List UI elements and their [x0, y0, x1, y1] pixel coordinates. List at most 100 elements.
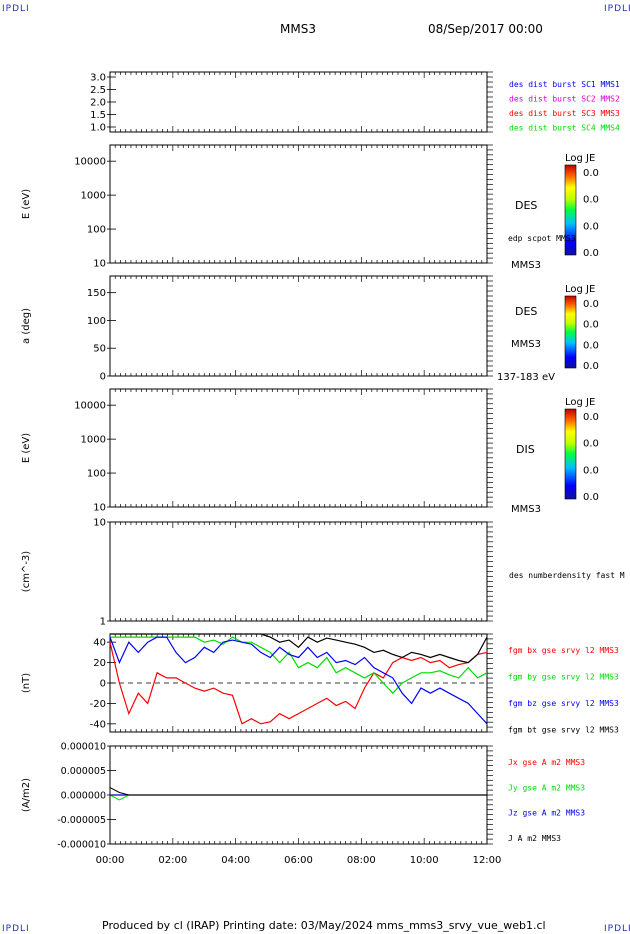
legend-entry: des dist burst SC1 MMS1 — [509, 80, 620, 89]
potential-label: edp scpot MMS3 — [508, 234, 576, 243]
colorbar-tick-label: 0.0 — [583, 221, 599, 232]
panel-des_pitch — [107, 275, 577, 377]
footer-credits: Produced by cl (IRAP) Printing date: 03/… — [102, 919, 546, 932]
legend-entry: Jy gse A m2 MMS3 — [508, 783, 585, 792]
y-tick-label: -40 — [90, 719, 106, 730]
top-right-corner-label: IPDLI — [604, 4, 630, 14]
y-tick-label: 3.0 — [90, 73, 106, 84]
top-left-corner-label: IPDLI — [2, 4, 30, 14]
panel-frame — [109, 144, 488, 264]
density-label: des numberdensity fast M — [509, 571, 625, 580]
x-tick-label: 02:00 — [158, 855, 187, 866]
legend-entry: Jx gse A m2 MMS3 — [508, 758, 585, 767]
instrument-label: DES — [515, 199, 537, 212]
colorbar-tick-label: 0.0 — [583, 439, 599, 450]
x-tick-label: 06:00 — [284, 855, 313, 866]
y-tick-label: 0 — [100, 372, 106, 383]
legend-entry: J A m2 MMS3 — [508, 834, 561, 843]
colorbar-title: Log JE — [565, 397, 595, 408]
panel-density — [107, 521, 493, 622]
y-tick-label: 1.0 — [90, 123, 106, 134]
y-tick-label: -0.000010 — [57, 840, 106, 851]
legend-entry: des dist burst SC3 MMS3 — [509, 109, 620, 118]
series-line — [110, 633, 488, 664]
legend-entry: des dist burst SC4 MMS4 — [509, 124, 620, 133]
legend-entry: fgm bx gse srvy l2 MMS3 — [508, 646, 619, 655]
date-title: 08/Sep/2017 00:00 — [428, 22, 543, 36]
panel-frame — [109, 388, 488, 508]
y-tick-label: 100 — [87, 469, 106, 480]
y-axis-label: (cm^-3) — [21, 551, 32, 592]
x-tick-label: 08:00 — [347, 855, 376, 866]
energy-range-label: 137-183 eV — [497, 372, 555, 383]
colorbar-title: Log JE — [565, 284, 595, 295]
panel-dis_energy — [107, 388, 577, 508]
spacecraft-label: MMS3 — [511, 260, 541, 271]
y-axis-label: E (eV) — [21, 189, 32, 219]
y-tick-label: 100 — [87, 316, 106, 327]
y-tick-label: 2.0 — [90, 98, 106, 109]
colorbar-tick-label: 0.0 — [583, 361, 599, 372]
series-line — [109, 787, 487, 796]
colorbar-tick-label: 0.0 — [583, 340, 599, 351]
colorbar-tick-label: 0.0 — [583, 299, 599, 310]
colorbar-tick-label: 0.0 — [583, 492, 599, 503]
y-tick-label: 10 — [93, 259, 106, 270]
series-line — [109, 794, 487, 801]
series-line — [109, 642, 488, 725]
series-line — [110, 636, 488, 695]
panel-magnetic_field — [107, 633, 493, 733]
x-tick-label: 00:00 — [96, 855, 125, 866]
series-line — [109, 636, 488, 725]
x-tick-label: 12:00 — [473, 855, 502, 866]
legend-entry: fgm bt gse srvy l2 MMS3 — [508, 726, 619, 735]
y-tick-label: 0.000010 — [61, 742, 106, 753]
y-tick-label: 2.5 — [90, 85, 106, 96]
y-tick-label: 1 — [100, 617, 106, 628]
y-tick-label: 0 — [100, 679, 106, 690]
legend-entry: Jz gse A m2 MMS3 — [508, 809, 585, 818]
colorbar — [564, 164, 577, 256]
panel-frame — [109, 521, 488, 622]
colorbar — [564, 408, 577, 500]
colorbar-tick-label: 0.0 — [583, 320, 599, 331]
y-tick-label: -0.000005 — [57, 815, 106, 826]
spacecraft-label: MMS3 — [511, 339, 541, 350]
legend-entry: fgm by gse srvy l2 MMS3 — [508, 673, 619, 682]
y-axis-label: a (deg) — [21, 308, 32, 344]
bottom-right-corner-label: IPDLI — [604, 924, 630, 934]
colorbar-tick-label: 0.0 — [583, 248, 599, 259]
y-tick-label: 10 — [93, 518, 106, 529]
y-tick-label: 0.000005 — [61, 766, 106, 777]
y-tick-label: 150 — [87, 288, 106, 299]
colorbar-tick-label: 0.0 — [583, 465, 599, 476]
y-tick-label: 1000 — [81, 435, 106, 446]
panel-frame — [109, 275, 488, 377]
spacecraft-title: MMS3 — [280, 22, 316, 36]
y-tick-label: 1.5 — [90, 110, 106, 121]
colorbar — [564, 295, 577, 369]
spacecraft-label: MMS3 — [511, 504, 541, 515]
y-tick-label: 1000 — [81, 191, 106, 202]
legend-entry: fgm bz gse srvy l2 MMS3 — [508, 699, 619, 708]
colorbar-tick-label: 0.0 — [583, 168, 599, 179]
instrument-label: DES — [515, 305, 537, 318]
panel-frame — [109, 71, 488, 133]
y-tick-label: 0.000000 — [61, 791, 106, 802]
y-tick-label: -20 — [90, 699, 106, 710]
y-axis-label: (A/m2) — [21, 778, 32, 812]
panel-current_density — [107, 745, 493, 845]
y-tick-label: 10000 — [74, 157, 106, 168]
instrument-label: DIS — [516, 443, 535, 456]
panel-des_energy — [107, 144, 577, 264]
colorbar-tick-label: 0.0 — [583, 412, 599, 423]
x-tick-label: 10:00 — [410, 855, 439, 866]
y-tick-label: 20 — [93, 658, 106, 669]
legend-entry: des dist burst SC2 MMS2 — [509, 95, 620, 104]
y-tick-label: 100 — [87, 225, 106, 236]
colorbar-title: Log JE — [565, 153, 595, 164]
colorbar-tick-label: 0.0 — [583, 195, 599, 206]
panel-burst — [107, 71, 493, 133]
y-axis-label: (nT) — [21, 673, 32, 693]
